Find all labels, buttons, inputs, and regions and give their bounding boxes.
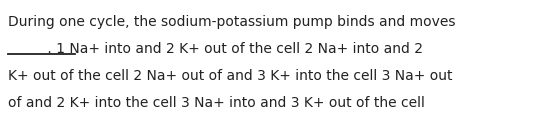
Text: of and 2 K+ into the cell 3 Na+ into and 3 K+ out of the cell: of and 2 K+ into the cell 3 Na+ into and… (8, 96, 425, 110)
Text: K+ out of the cell 2 Na+ out of and 3 K+ into the cell 3 Na+ out: K+ out of the cell 2 Na+ out of and 3 K+… (8, 69, 453, 83)
Text: . 1 Na+ into and 2 K+ out of the cell 2 Na+ into and 2: . 1 Na+ into and 2 K+ out of the cell 2 … (8, 42, 424, 56)
Text: During one cycle, the sodium-potassium pump binds and moves: During one cycle, the sodium-potassium p… (8, 15, 456, 29)
